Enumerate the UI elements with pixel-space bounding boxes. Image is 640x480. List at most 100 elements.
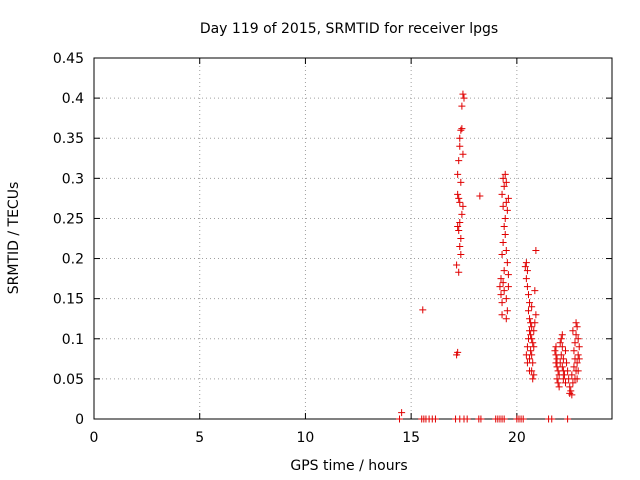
data-point [523, 359, 531, 367]
data-point [574, 367, 582, 375]
data-point [459, 150, 467, 158]
data-point [497, 291, 505, 299]
data-point [456, 134, 464, 142]
plot-frame [93, 57, 613, 420]
data-point [548, 415, 556, 423]
data-point [502, 178, 510, 186]
data-point [503, 259, 511, 267]
data-point [526, 367, 534, 375]
data-point [532, 247, 540, 255]
data-point [552, 343, 560, 351]
data-point [529, 339, 537, 347]
data-point [477, 415, 485, 423]
data-point [573, 323, 581, 331]
data-point [503, 307, 511, 315]
data-point [522, 275, 530, 283]
x-tick-label: 15 [402, 430, 420, 446]
data-point [556, 339, 564, 347]
data-point [431, 415, 439, 423]
data-point [502, 315, 510, 323]
data-point [575, 355, 583, 363]
data-point [523, 283, 531, 291]
data-point [524, 307, 532, 315]
data-point [570, 347, 578, 355]
data-point [455, 157, 463, 165]
y-axis: 0 0.05 0.1 0.15 0.2 0.25 0.3 0.35 0.4 0.45 [53, 51, 612, 428]
data-point [556, 359, 564, 367]
data-point [419, 306, 427, 314]
data-point [455, 226, 463, 234]
data-point [500, 182, 508, 190]
data-point [571, 339, 579, 347]
data-point [569, 327, 577, 335]
y-tick-label: 0.15 [53, 292, 84, 308]
data-point [496, 283, 504, 291]
y-tick-label: 0.35 [53, 131, 84, 147]
data-point [455, 268, 463, 276]
data-point [463, 415, 471, 423]
data-point [455, 194, 463, 202]
data-point [457, 178, 465, 186]
x-tick-label: 20 [508, 430, 526, 446]
data-point [500, 287, 508, 295]
data-point [503, 206, 511, 214]
data-point [564, 415, 572, 423]
x-tick-label: 0 [90, 430, 99, 446]
data-point [558, 343, 566, 351]
data-point [519, 415, 527, 423]
data-point [560, 371, 568, 379]
chart-title: Day 119 of 2015, SRMTID for receiver lpg… [200, 21, 498, 37]
data-point [526, 299, 534, 307]
data-point [526, 355, 534, 363]
data-point [499, 202, 507, 210]
data-point [524, 291, 532, 299]
data-point [565, 375, 573, 383]
data-point [502, 247, 510, 255]
data-point [458, 125, 466, 133]
data-point [499, 239, 507, 247]
data-point [566, 389, 574, 397]
data-point [530, 343, 538, 351]
data-point [459, 202, 467, 210]
data-point [557, 351, 565, 359]
data-point [531, 287, 539, 295]
data-point [522, 351, 530, 359]
data-point [454, 190, 462, 198]
data-point [456, 243, 464, 251]
x-axis-label: GPS time / hours [290, 458, 407, 474]
data-point [460, 94, 468, 102]
data-point [563, 359, 571, 367]
data-point [501, 214, 509, 222]
grid [94, 58, 612, 419]
data-point [527, 347, 535, 355]
y-tick-label: 0.45 [53, 51, 84, 67]
data-point [557, 335, 565, 343]
data-point [522, 259, 530, 267]
data-point [569, 379, 577, 387]
data-point [500, 267, 508, 275]
y-tick-label: 0.1 [62, 332, 84, 348]
data-point [498, 251, 506, 259]
data-point [498, 299, 506, 307]
data-point [553, 375, 561, 383]
data-point [456, 142, 464, 150]
data-point [502, 198, 510, 206]
data-point [570, 363, 578, 371]
data-point [561, 379, 569, 387]
data-point [528, 303, 536, 311]
data-point [476, 192, 484, 200]
data-point [500, 415, 508, 423]
data-point [456, 198, 464, 206]
data-point [574, 351, 582, 359]
data-point [527, 331, 535, 339]
data-point [459, 90, 467, 98]
y-tick-label: 0.2 [62, 252, 84, 268]
data-point [504, 194, 512, 202]
data-point [555, 383, 563, 391]
data-point [500, 222, 508, 230]
data-point [501, 230, 509, 238]
y-axis-label: SRMTID / TECUs [6, 182, 22, 295]
data-point [457, 126, 465, 134]
data-point [504, 283, 512, 291]
